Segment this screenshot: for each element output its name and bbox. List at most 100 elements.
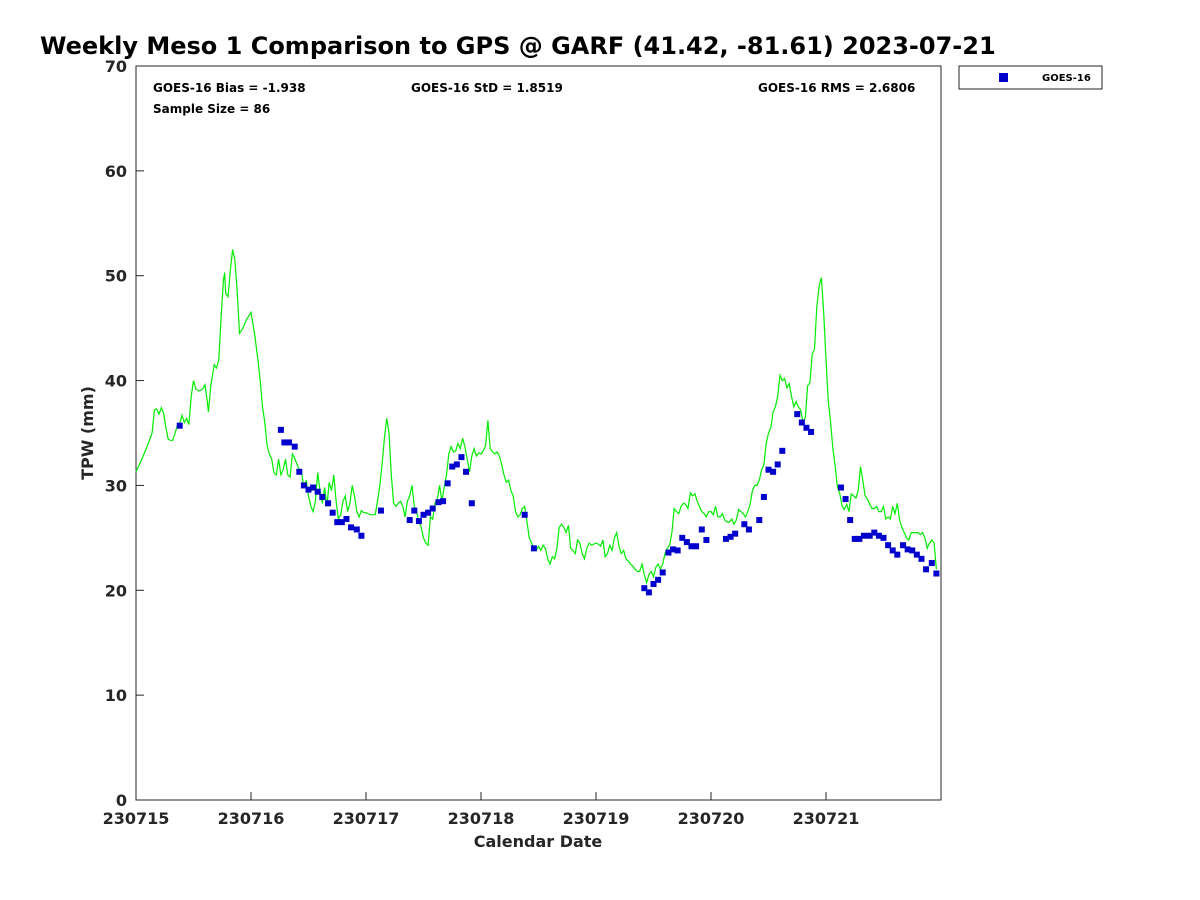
x-axis-ticks: 230715 230716 230717 230718 230719 230720 2307… (103, 792, 860, 828)
goes16-point (918, 555, 925, 562)
gps-line (135, 249, 937, 586)
goes16-point (415, 518, 422, 525)
goes16-point (913, 551, 920, 558)
goes16-point (440, 498, 447, 505)
goes16-point (732, 530, 739, 537)
y-tick-label: 70 (105, 57, 127, 76)
stat-sample-size: Sample Size = 86 (153, 102, 270, 116)
goes16-point (325, 500, 332, 507)
goes16-point (641, 585, 648, 592)
goes16-point (774, 461, 781, 468)
goes16-point (847, 517, 854, 524)
goes16-point (928, 560, 935, 567)
goes16-point (319, 493, 326, 500)
goes16-point (291, 443, 298, 450)
goes16-point (794, 411, 801, 418)
goes16-point (765, 466, 772, 473)
goes16-point (856, 535, 863, 542)
goes16-point (904, 546, 911, 553)
legend-marker-goes16 (999, 73, 1008, 82)
stat-rms: GOES-16 RMS = 2.6806 (758, 81, 915, 95)
goes16-point (305, 486, 312, 493)
goes16-point (803, 424, 810, 431)
goes16-point (837, 484, 844, 491)
goes16-point (425, 509, 432, 516)
goes16-point (683, 539, 690, 546)
goes16-point (722, 535, 729, 542)
goes16-point (727, 533, 734, 540)
goes16-point (885, 542, 892, 549)
x-tick-label: 230715 (103, 809, 170, 828)
goes16-point (923, 566, 930, 573)
goes16-point (842, 496, 849, 503)
goes16-point (468, 500, 475, 507)
goes16-point (894, 551, 901, 558)
series-layer (135, 249, 940, 596)
goes16-point (411, 507, 418, 514)
goes16-point (296, 468, 303, 475)
y-tick-label: 40 (105, 372, 127, 391)
goes16-point (798, 419, 805, 426)
y-axis-ticks: 0 10 20 30 40 50 60 70 (105, 57, 144, 810)
y-tick-label: 10 (105, 686, 127, 705)
goes16-point (860, 532, 867, 539)
goes16-point (698, 526, 705, 533)
x-tick-label: 230717 (333, 809, 400, 828)
goes16-point (338, 519, 345, 526)
goes16-point (435, 499, 442, 506)
goes16-point (277, 426, 284, 433)
goes16-point (875, 532, 882, 539)
stat-std: GOES-16 StD = 1.8519 (411, 81, 563, 95)
goes16-point (779, 447, 786, 454)
goes16-point (645, 589, 652, 596)
goes16-point (358, 532, 365, 539)
plot-area (135, 65, 942, 801)
y-tick-label: 20 (105, 581, 127, 600)
goes16-point (377, 507, 384, 514)
goes16-point (679, 534, 686, 541)
y-axis-label: TPW (mm) (78, 386, 97, 480)
goes16-point (851, 535, 858, 542)
y-tick-label: 50 (105, 267, 127, 286)
goes16-point (343, 515, 350, 522)
x-tick-label: 230721 (793, 809, 860, 828)
goes16-point (880, 534, 887, 541)
goes16-point (429, 505, 436, 512)
goes16-point (453, 461, 460, 468)
goes16-point (420, 511, 427, 518)
goes16-point (670, 546, 677, 553)
y-tick-label: 0 (116, 791, 127, 810)
x-tick-label: 230720 (678, 809, 745, 828)
goes16-point (871, 529, 878, 536)
chart-title: Weekly Meso 1 Comparison to GPS @ GARF (… (40, 32, 996, 60)
goes16-point (900, 542, 907, 549)
legend-label-goes16: GOES-16 (1042, 73, 1091, 84)
goes16-point (741, 521, 748, 528)
goes16-point (444, 480, 451, 487)
goes16-point (808, 428, 815, 435)
goes16-point (310, 484, 317, 491)
goes16-point (521, 511, 528, 518)
goes16-point (665, 549, 672, 556)
goes16-point (353, 526, 360, 533)
goes16-point (458, 454, 465, 461)
goes16-point (909, 547, 916, 554)
goes16-point (703, 536, 710, 543)
x-axis-label: Calendar Date (474, 832, 603, 851)
goes16-point (176, 422, 183, 429)
goes16-point (745, 526, 752, 533)
goes16-point (770, 468, 777, 475)
y-tick-label: 30 (105, 476, 127, 495)
goes16-point (348, 524, 355, 531)
goes16-point (406, 517, 413, 524)
legend: GOES-16 (958, 65, 1103, 90)
goes16-point (334, 519, 341, 526)
goes16-point (300, 482, 307, 489)
goes16-point (889, 547, 896, 554)
goes16-point (329, 509, 336, 516)
goes16-point (650, 580, 657, 587)
goes16-point (281, 439, 288, 446)
goes16-point (655, 576, 662, 583)
x-tick-label: 230718 (448, 809, 515, 828)
